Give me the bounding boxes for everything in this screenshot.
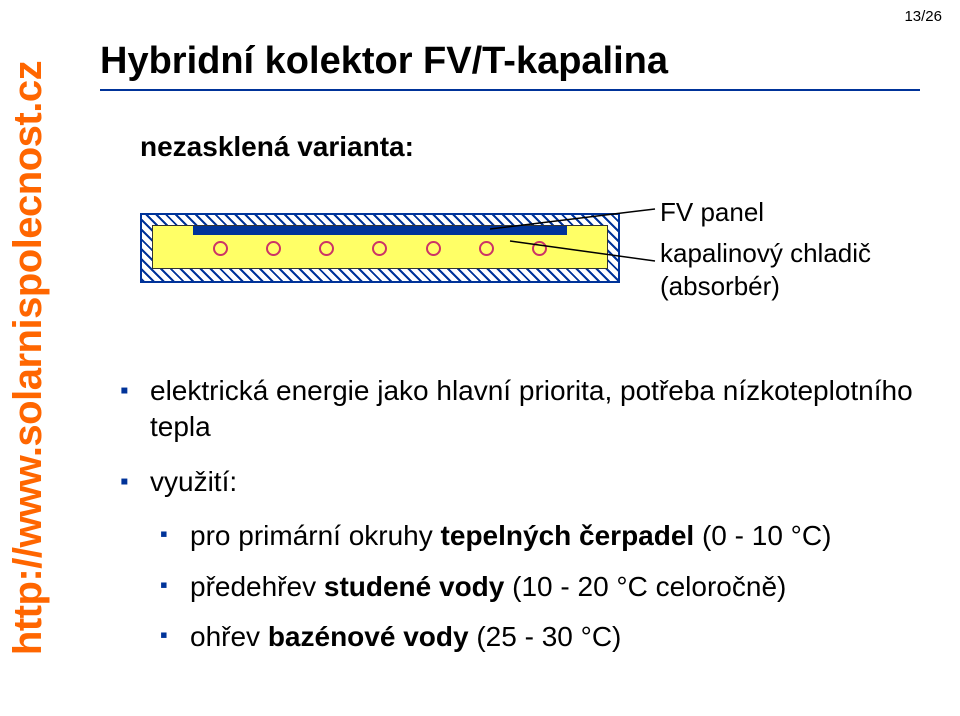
text: (10 - 20 °C celoročně) [504, 571, 786, 602]
label-cooler-line2: (absorbér) [660, 271, 780, 301]
side-url: http://www.solarnispolecnost.cz [6, 61, 51, 655]
label-fv-panel: FV panel [660, 197, 764, 228]
text: (0 - 10 °C) [694, 520, 831, 551]
fluid-tube-icon [266, 241, 281, 256]
label-cooler: kapalinový chladič (absorbér) [660, 237, 871, 302]
bullet-pool-water: ohřev bazénové vody (25 - 30 °C) [160, 619, 930, 655]
bullet-heat-pump: pro primární okruhy tepelných čerpadel (… [160, 518, 930, 554]
title-rule [100, 89, 920, 91]
text-bold: tepelných čerpadel [441, 520, 695, 551]
page-number: 13/26 [904, 8, 942, 25]
bullet-cold-water: předehřev studené vody (10 - 20 °C celor… [160, 569, 930, 605]
bullet-list: elektrická energie jako hlavní priorita,… [120, 373, 930, 655]
text: ohřev [190, 621, 268, 652]
collector-diagram: FV panel kapalinový chladič (absorbér) [140, 193, 930, 343]
fluid-tube-icon [372, 241, 387, 256]
text-bold: bazénové vody [268, 621, 469, 652]
fluid-tube-icon [479, 241, 494, 256]
fluid-tube-icon [213, 241, 228, 256]
text: předehřev [190, 571, 324, 602]
text: pro primární okruhy [190, 520, 441, 551]
slide-title: Hybridní kolektor FV/T-kapalina [100, 40, 930, 83]
label-cooler-line1: kapalinový chladič [660, 238, 871, 268]
text: (25 - 30 °C) [469, 621, 622, 652]
fluid-tube-icon [319, 241, 334, 256]
leader-line-cooler [510, 237, 660, 277]
bullet-usage: využití: [120, 464, 930, 500]
text-bold: studené vody [324, 571, 504, 602]
subtitle: nezasklená varianta: [140, 131, 930, 163]
bullet-main-priority: elektrická energie jako hlavní priorita,… [120, 373, 930, 446]
fluid-tube-icon [426, 241, 441, 256]
leader-line-fv [490, 207, 660, 237]
slide-content: Hybridní kolektor FV/T-kapalina nezaskle… [100, 40, 930, 669]
